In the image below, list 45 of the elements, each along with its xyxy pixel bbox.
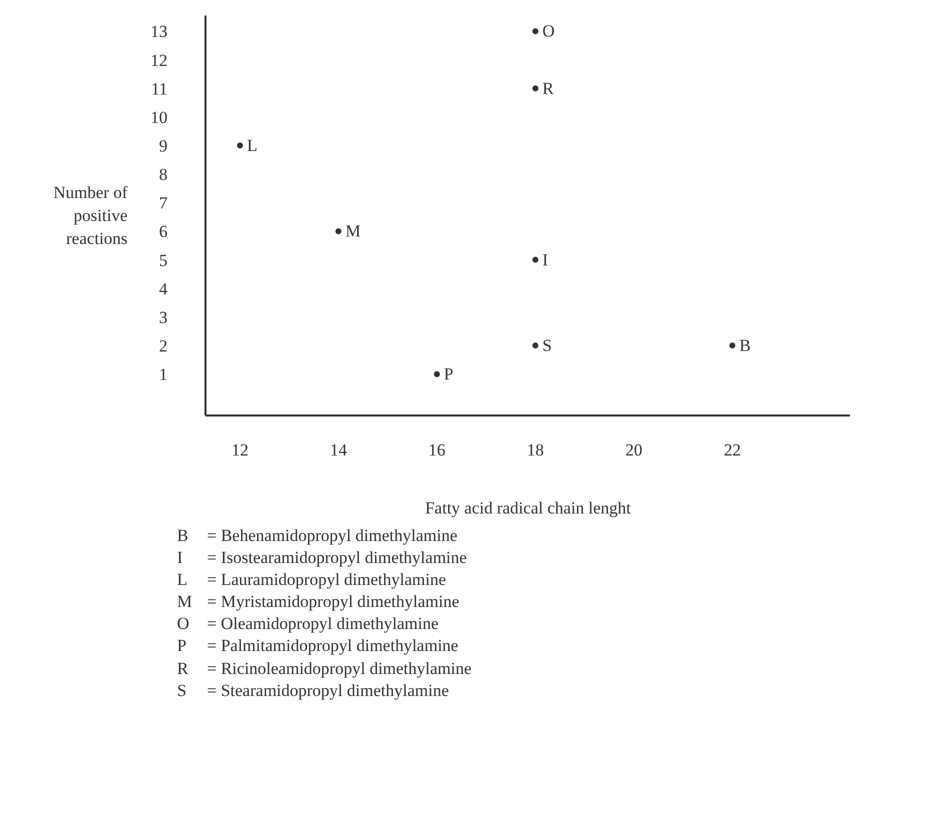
y-tick-label: 9	[159, 136, 168, 156]
y-tick-label: 5	[159, 250, 168, 270]
point	[729, 342, 736, 348]
text: O = Oleamidopropyl dimethylamine	[177, 613, 438, 636]
y-tick-label: 10	[150, 108, 168, 127]
y-axis-title: Number of positive reactions	[53, 183, 128, 248]
point	[236, 142, 243, 148]
data-label: S	[542, 336, 552, 355]
text: I = Isostearamidopropyl dimethylamine	[177, 548, 467, 568]
data-label: L	[246, 136, 258, 155]
x-tick-label: 12	[231, 440, 248, 460]
text: S = Stearamidopropyl dimethylamine	[177, 680, 449, 700]
text: B = Behenamidopropyl dimethylamine	[177, 525, 458, 547]
data-label: R	[542, 78, 554, 98]
x-tick-label: 16	[428, 440, 446, 460]
y-tick-label: 4	[159, 279, 168, 298]
y-tick-label: 7	[159, 194, 168, 213]
x-tick-label: 18	[526, 440, 544, 460]
point	[434, 371, 440, 378]
data-label: M	[345, 222, 361, 241]
data-label: O	[542, 22, 555, 41]
point	[532, 342, 538, 348]
point	[335, 228, 342, 234]
y-tick-label: 3	[159, 308, 168, 327]
y-tick-label: 13	[150, 22, 168, 42]
x-axis-title: Fatty acid radical chain lenght	[425, 498, 632, 518]
text: R = Ricinoleamidopropyl dimethylamine	[177, 658, 472, 680]
text: P = Palmitamidopropyl dimethylamine	[177, 636, 458, 656]
point	[532, 256, 538, 263]
x-tick-label: 14	[330, 440, 348, 460]
point	[532, 85, 538, 92]
y-tick-label: 6	[159, 222, 168, 242]
y-tick-label: 8	[159, 165, 168, 184]
text: M = Myristamidopropyl dimethylamine	[177, 591, 460, 614]
y-tick-label: 2	[159, 336, 168, 356]
data-label: I	[542, 250, 548, 270]
x-tick-label: 22	[724, 440, 741, 460]
y-tick-label: 12	[150, 50, 168, 70]
y-tick-label: 1	[159, 365, 168, 384]
data-label: P	[444, 364, 454, 384]
data-label: B	[739, 336, 751, 355]
point	[532, 28, 538, 34]
y-tick-label: 11	[151, 79, 168, 98]
x-tick-label: 20	[625, 440, 642, 460]
text: L = Lauramidopropyl dimethylamine	[177, 569, 446, 592]
